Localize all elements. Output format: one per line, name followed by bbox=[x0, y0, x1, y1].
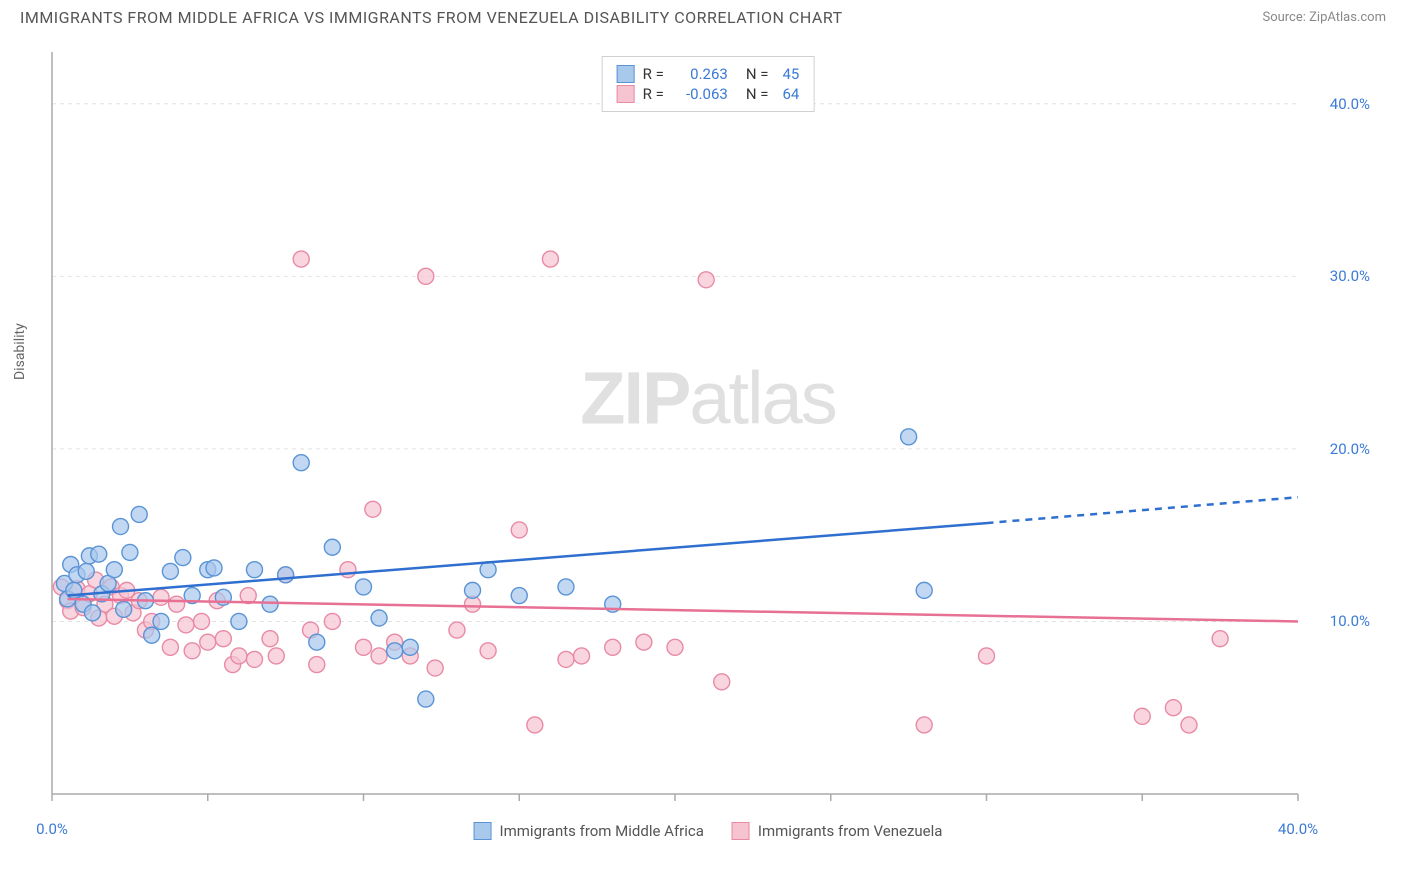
ytick-label: 30.0% bbox=[1330, 267, 1370, 285]
xtick-label: 40.0% bbox=[1278, 820, 1318, 838]
r-label: R = bbox=[643, 85, 664, 103]
r-value-0: 0.263 bbox=[676, 65, 728, 83]
series-0-label: Immigrants from Middle Africa bbox=[500, 822, 704, 840]
y-axis-label: Disability bbox=[12, 323, 28, 380]
legend-row-series-1: R = -0.063 N = 64 bbox=[617, 85, 800, 103]
chart-area: ZIPatlas R = 0.263 N = 45 R = -0.063 N =… bbox=[48, 48, 1368, 808]
source-label: Source: ZipAtlas.com bbox=[1262, 10, 1386, 25]
title-bar: IMMIGRANTS FROM MIDDLE AFRICA VS IMMIGRA… bbox=[0, 0, 1406, 31]
legend-row-series-0: R = 0.263 N = 45 bbox=[617, 65, 800, 83]
r-label: R = bbox=[643, 65, 664, 83]
swatch-series-0 bbox=[617, 65, 635, 83]
series-legend-item-0: Immigrants from Middle Africa bbox=[474, 822, 704, 840]
n-value-1: 64 bbox=[782, 85, 799, 103]
swatch-series-1-bottom bbox=[732, 822, 750, 840]
ytick-label: 40.0% bbox=[1330, 95, 1370, 113]
series-1-label: Immigrants from Venezuela bbox=[758, 822, 943, 840]
n-label: N = bbox=[746, 65, 769, 83]
chart-title: IMMIGRANTS FROM MIDDLE AFRICA VS IMMIGRA… bbox=[20, 8, 843, 27]
n-label: N = bbox=[746, 85, 769, 103]
n-value-0: 45 bbox=[782, 65, 799, 83]
series-legend: Immigrants from Middle Africa Immigrants… bbox=[474, 822, 943, 840]
xtick-label: 0.0% bbox=[36, 820, 68, 838]
ytick-label: 10.0% bbox=[1330, 612, 1370, 630]
swatch-series-1 bbox=[617, 85, 635, 103]
scatter-plot bbox=[48, 48, 1368, 808]
ytick-label: 20.0% bbox=[1330, 440, 1370, 458]
swatch-series-0-bottom bbox=[474, 822, 492, 840]
series-legend-item-1: Immigrants from Venezuela bbox=[732, 822, 943, 840]
r-value-1: -0.063 bbox=[676, 85, 728, 103]
correlation-legend: R = 0.263 N = 45 R = -0.063 N = 64 bbox=[602, 56, 815, 112]
